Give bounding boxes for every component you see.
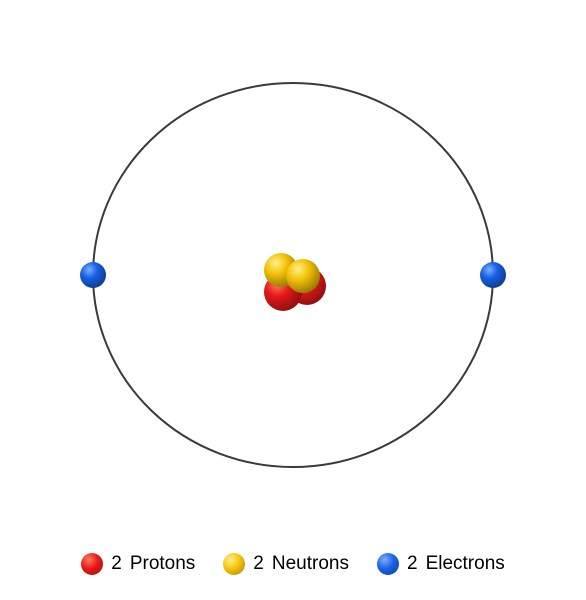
- atom-svg: [0, 0, 586, 520]
- legend-label-electrons-text: Electrons: [426, 553, 505, 575]
- legend-item-protons: 2 Protons: [81, 553, 195, 575]
- neutron-icon: [223, 553, 245, 575]
- legend-item-neutrons: 2 Neutrons: [223, 553, 349, 575]
- electron-sphere: [80, 262, 106, 288]
- electron-icon: [377, 553, 399, 575]
- legend-label-electrons: 2: [407, 553, 418, 575]
- legend-label-protons-text: Protons: [130, 553, 195, 575]
- atom-diagram: [0, 0, 586, 520]
- legend: 2 Protons 2 Neutrons 2 Electrons: [0, 553, 586, 575]
- legend-label-neutrons: 2: [253, 553, 264, 575]
- electron-sphere: [480, 262, 506, 288]
- proton-icon: [81, 553, 103, 575]
- nucleus: [264, 253, 326, 311]
- neutron-sphere: [286, 259, 320, 293]
- legend-item-electrons: 2 Electrons: [377, 553, 505, 575]
- legend-label-neutrons-text: Neutrons: [272, 553, 349, 575]
- legend-label-protons: 2: [111, 553, 122, 575]
